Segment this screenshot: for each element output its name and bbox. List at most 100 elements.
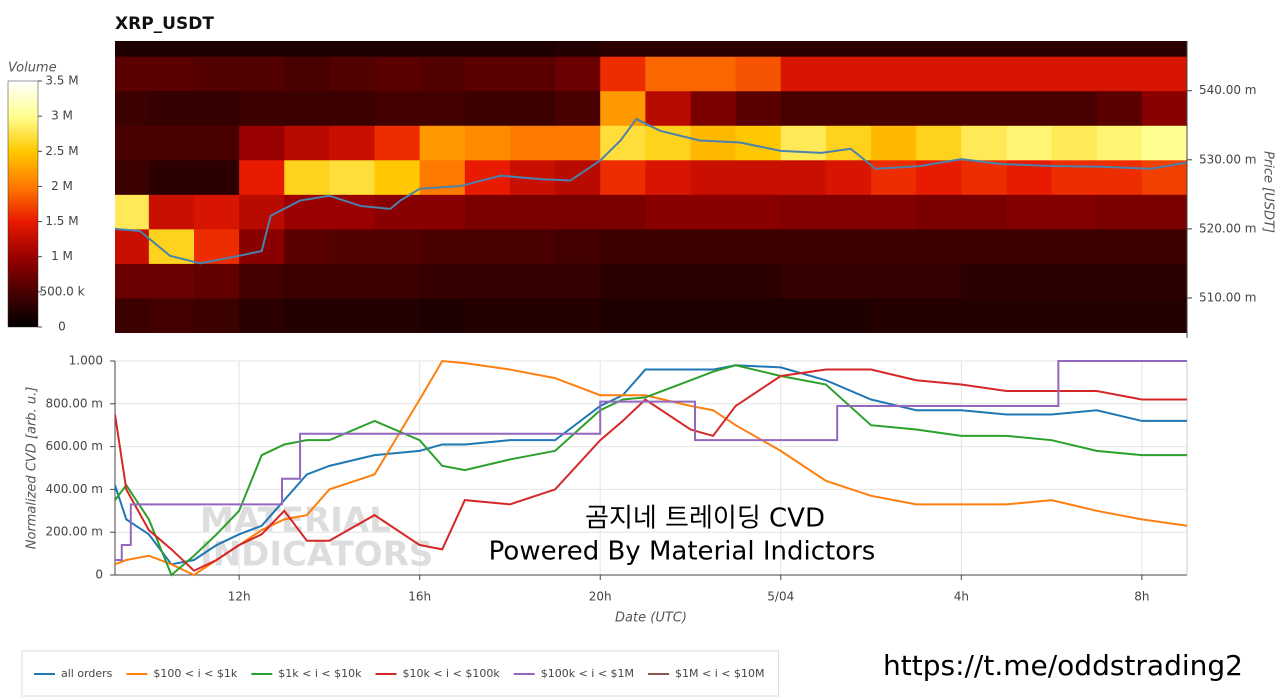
heatmap-cell <box>115 194 150 230</box>
heatmap-cell <box>961 90 1007 126</box>
heatmap-cell <box>600 228 646 264</box>
heatmap-cell <box>1096 125 1143 161</box>
heatmap-cell <box>148 125 195 161</box>
heatmap-cell <box>464 90 511 126</box>
heatmap-cell <box>825 228 872 264</box>
heatmap-cell <box>1051 90 1098 126</box>
heatmap-cell <box>555 194 601 230</box>
heatmap-cell <box>1006 41 1053 57</box>
heatmap-cell <box>825 56 872 92</box>
heatmap-cell <box>148 56 195 92</box>
heatmap-cell <box>555 56 601 92</box>
heatmap-cell <box>464 159 511 195</box>
legend: all orders $100 < i < $1k $1k < i < $10k $1… <box>21 650 779 697</box>
heatmap-cell <box>916 41 962 57</box>
heatmap-cell <box>871 125 917 161</box>
x-tick-label: 8h <box>1134 590 1149 604</box>
heatmap-cell <box>780 90 827 126</box>
heatmap-cell <box>1096 41 1143 57</box>
heatmap-cell <box>871 56 917 92</box>
heatmap-cell <box>1141 41 1187 57</box>
heatmap-cell <box>600 125 646 161</box>
heatmap-cell <box>780 263 827 299</box>
heatmap-cell <box>645 194 691 230</box>
y-tick-label: 0 <box>95 568 103 582</box>
heatmap-cell <box>284 159 330 195</box>
heatmap-cell <box>1141 125 1187 161</box>
series-lines <box>115 359 1187 577</box>
heatmap-cell <box>329 90 376 126</box>
heatmap-cell <box>464 297 511 333</box>
heatmap-cell <box>1006 297 1053 333</box>
heatmap-cell <box>825 41 872 57</box>
heatmap-cell <box>645 159 691 195</box>
y-tick-label: 600.00 m <box>46 439 104 453</box>
colorbar-tick-label: 500.0 k <box>39 284 84 298</box>
heatmap-cell <box>600 263 646 299</box>
heatmap-cell <box>1051 228 1098 264</box>
heatmap-cell <box>690 297 737 333</box>
heatmap-cell <box>329 228 376 264</box>
heatmap-cell <box>825 90 872 126</box>
heatmap-cell <box>193 90 240 126</box>
heatmap-cell <box>193 125 240 161</box>
y-tick-label: 540.00 m <box>1199 83 1257 97</box>
heatmap-cell <box>284 228 330 264</box>
watermark: MATERIAL <box>200 501 391 541</box>
heatmap-cell <box>1006 90 1053 126</box>
heatmap-cell <box>1096 159 1143 195</box>
heatmap-cell <box>916 297 962 333</box>
heatmap-cell <box>690 228 737 264</box>
heatmap-cell <box>825 125 872 161</box>
heatmap-cell <box>239 41 285 57</box>
heatmap-cell <box>284 41 330 57</box>
legend-label: $10k < i < $100k <box>402 667 500 680</box>
legend-label: all orders <box>61 667 113 680</box>
heatmap-cell <box>509 297 556 333</box>
heatmap-cell <box>735 263 782 299</box>
heatmap-cell <box>193 56 240 92</box>
heatmap-cell <box>825 297 872 333</box>
x-tick-label: 4h <box>954 590 969 604</box>
heatmap-cell <box>1051 56 1098 92</box>
heatmap-cell <box>1141 159 1187 195</box>
link-text: https://t.me/oddstrading2 <box>883 649 1243 682</box>
heatmap-cell <box>329 297 376 333</box>
heatmap-cell <box>961 263 1007 299</box>
heatmap-cell <box>825 159 872 195</box>
heatmap-cell <box>916 194 962 230</box>
heatmap-cell <box>509 125 556 161</box>
legend-label: $1k < i < $10k <box>278 667 362 680</box>
heatmap-cell <box>780 228 827 264</box>
heatmap-cell <box>1096 90 1143 126</box>
heatmap-cell <box>690 41 737 57</box>
heatmap-cell <box>735 297 782 333</box>
legend-label: $1M < i < $10M <box>675 667 764 680</box>
heatmap-cell <box>239 125 285 161</box>
heatmap-cell <box>115 125 150 161</box>
heatmap-cell <box>735 159 782 195</box>
heatmap-cell <box>148 263 195 299</box>
heatmap-cell <box>645 125 691 161</box>
series-line <box>115 360 1187 562</box>
y-tick-label: 510.00 m <box>1199 290 1257 304</box>
heatmap-cell <box>1141 194 1187 230</box>
heatmap-cell <box>871 228 917 264</box>
heatmap-cell <box>645 228 691 264</box>
heatmap-cell <box>825 194 872 230</box>
y-axis-label: Normalized CVD [arb. u.] <box>25 387 40 550</box>
x-tick-label: 16h <box>408 590 431 604</box>
colorbar <box>7 80 39 328</box>
heatmap-cell <box>961 125 1007 161</box>
heatmap-cell <box>1141 297 1187 333</box>
heatmap-cell <box>374 228 421 264</box>
heatmap-cell <box>916 56 962 92</box>
heatmap-cell <box>509 263 556 299</box>
heatmap-cell <box>419 41 466 57</box>
heatmap-cell <box>1141 56 1187 92</box>
heatmap-cell <box>1096 297 1143 333</box>
y-tick-label: 520.00 m <box>1199 221 1257 235</box>
heatmap-cell <box>1051 159 1098 195</box>
series-line <box>115 364 1187 577</box>
heatmap-cell <box>555 228 601 264</box>
